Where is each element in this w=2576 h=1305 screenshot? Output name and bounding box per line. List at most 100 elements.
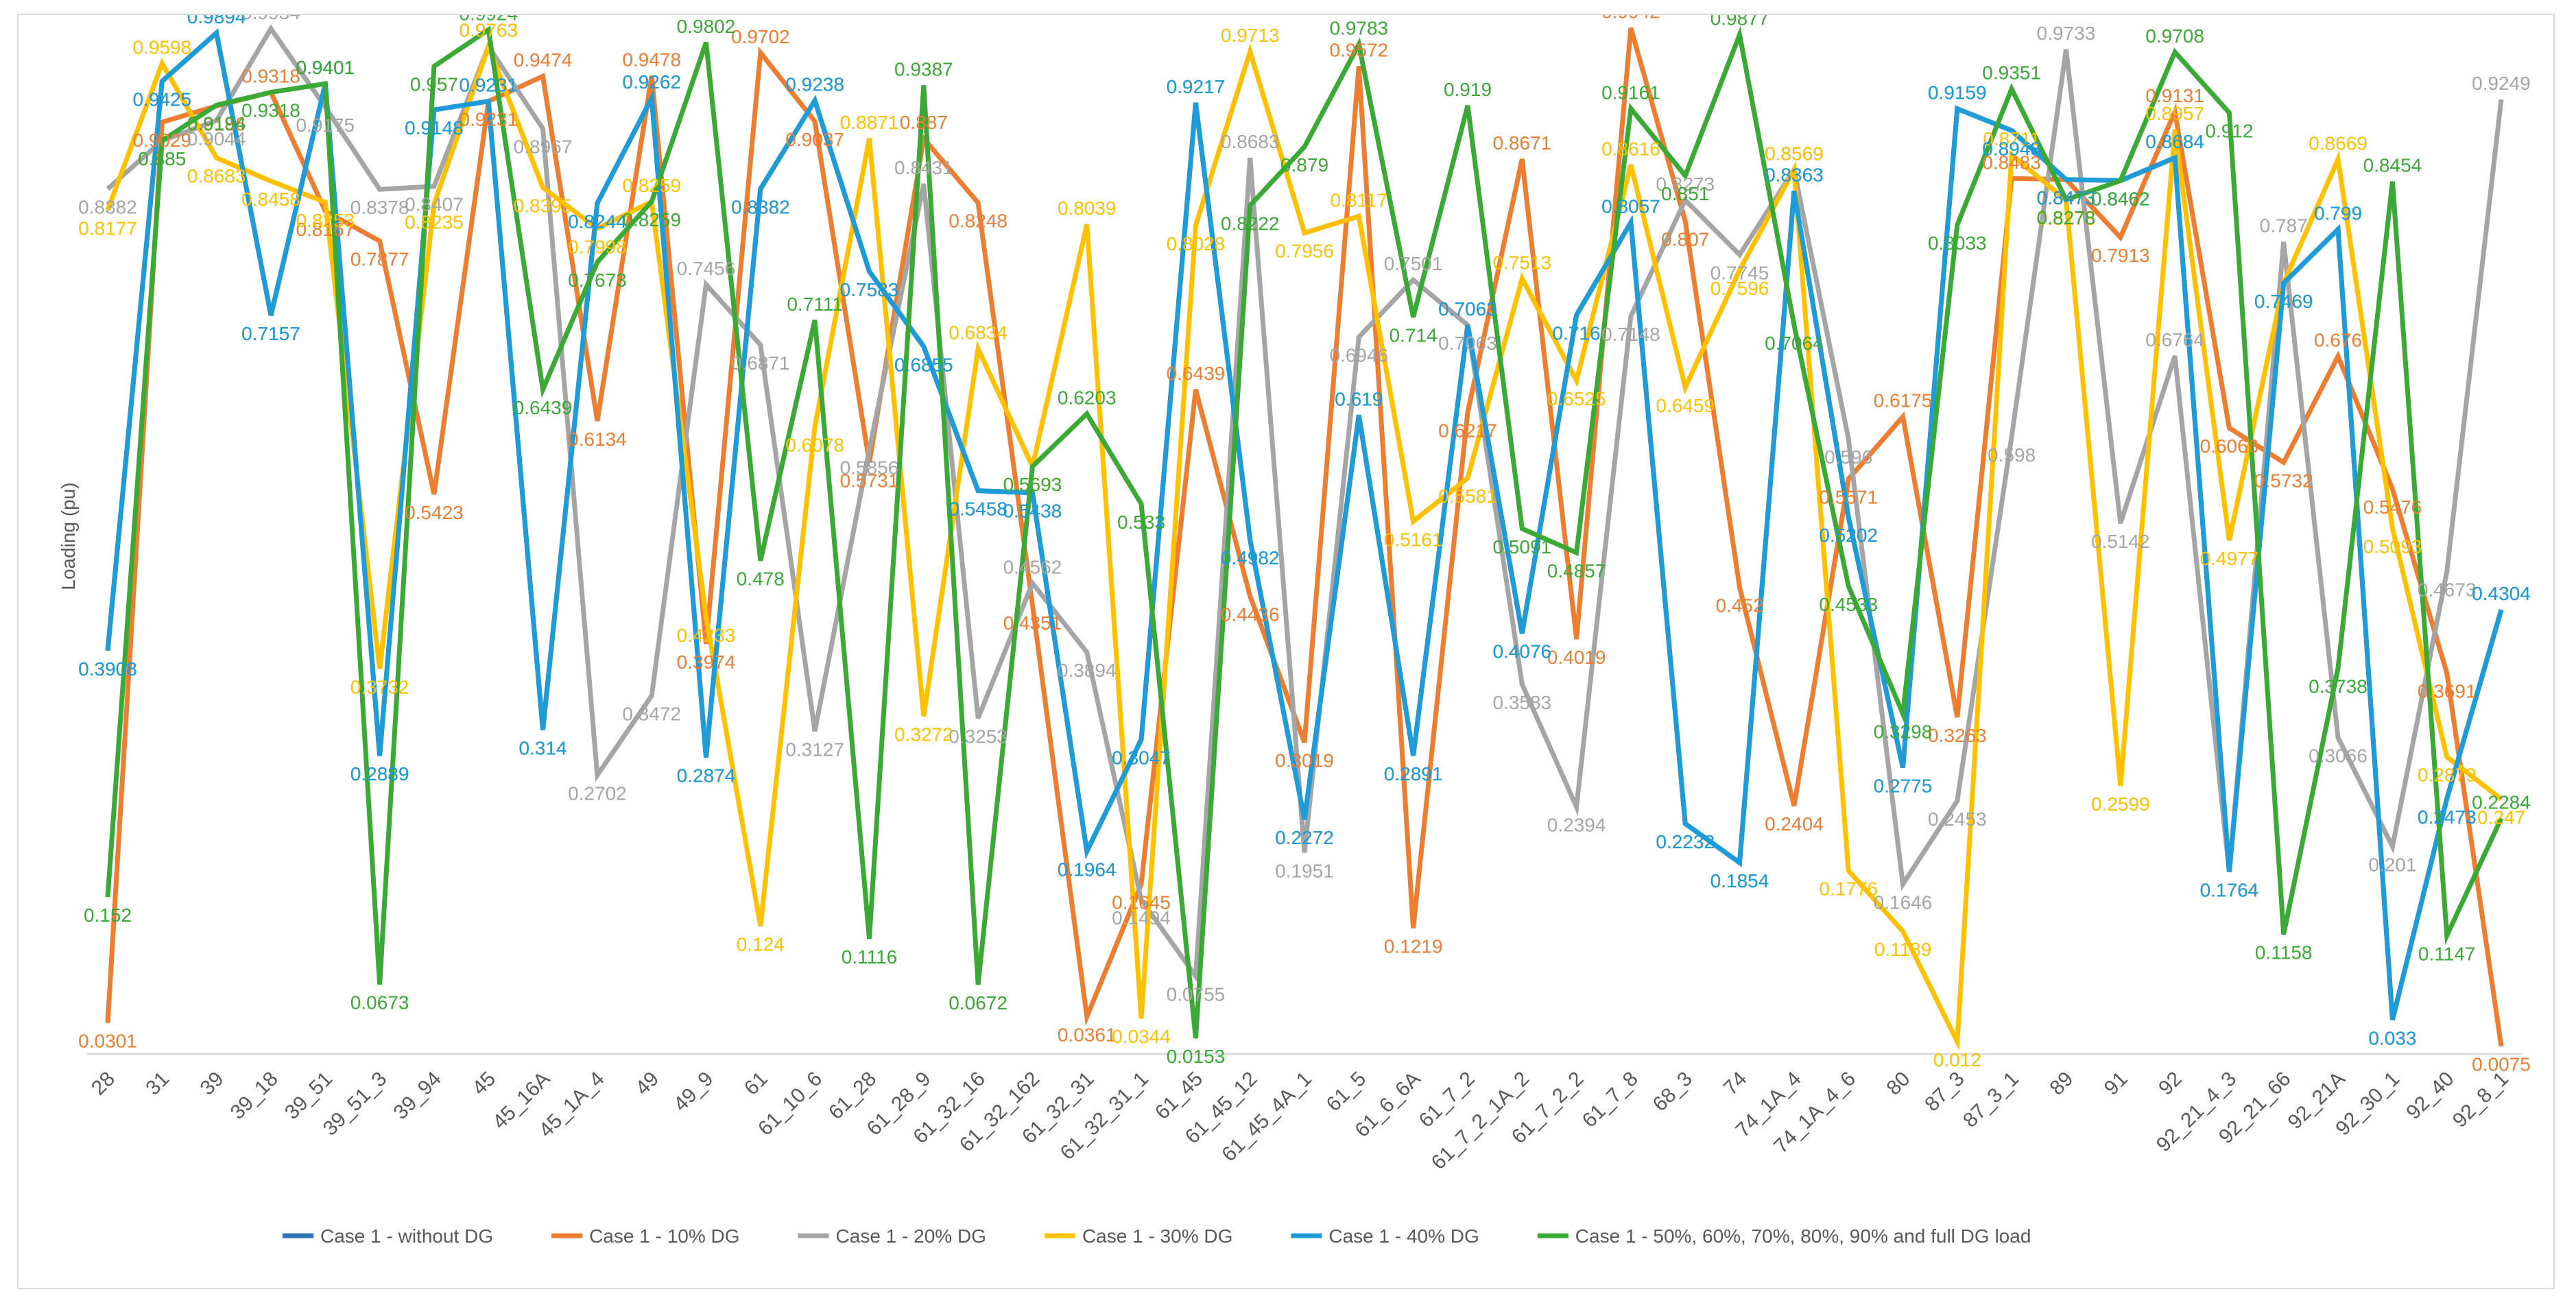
data-label: 0.2775 (1874, 775, 1933, 796)
data-label: 0.1219 (1384, 936, 1443, 957)
data-label: 0.4982 (1221, 547, 1280, 568)
data-label: 0.9131 (2145, 85, 2204, 106)
data-label: 0.8407 (405, 194, 464, 215)
data-label: 0.5731 (840, 470, 899, 492)
data-label: 0.5423 (405, 502, 464, 523)
data-label: 0.9044 (187, 128, 246, 149)
data-label: 0.8967 (514, 136, 573, 158)
data-label: 0.7745 (1710, 262, 1769, 283)
data-label: 0.1951 (1275, 860, 1334, 881)
data-label: 0.3298 (1874, 721, 1933, 743)
data-label: 0.787 (2260, 215, 2308, 237)
data-label: 0.9474 (514, 49, 573, 71)
x-tick-label: 61 (740, 1068, 772, 1100)
data-label: 0.1764 (2200, 880, 2259, 901)
data-label: 0.8458 (241, 189, 300, 210)
data-label: 0.957 (410, 74, 458, 95)
x-tick-label: 68_3 (1649, 1068, 1697, 1116)
legend-label-2: Case 1 - 10% DG (589, 1225, 739, 1247)
x-tick-label: 45 (468, 1068, 500, 1100)
data-label: 0.3908 (78, 658, 137, 680)
data-label: 0.2272 (1275, 827, 1334, 848)
x-tick-label: 28 (87, 1068, 119, 1100)
data-label: 0.912 (2205, 120, 2253, 141)
data-label: 0.7469 (2254, 291, 2313, 312)
data-label: 0.9238 (785, 74, 844, 95)
data-label: 0.8395 (514, 195, 573, 217)
data-label: 0.6525 (1547, 388, 1606, 409)
data-label: 0.9238 (785, 74, 844, 95)
data-label: 0.8948 (1982, 138, 2041, 159)
data-label: 0.7513 (1492, 252, 1551, 273)
x-tick-label: 61_5 (1322, 1068, 1371, 1116)
x-tick-label: 92 (2154, 1068, 2186, 1100)
data-label: 0.3066 (2309, 745, 2368, 767)
data-label: 0.6946 (1329, 345, 1388, 366)
data-label: 0.2874 (677, 765, 736, 787)
data-label: 0.8454 (2363, 155, 2422, 176)
data-label: 0.2891 (1384, 763, 1443, 785)
data-label: 0.2775 (1874, 775, 1933, 796)
data-label: 0.8948 (1982, 138, 2041, 159)
data-label: 0.0672 (949, 992, 1007, 1014)
data-label: 0.6203 (1058, 387, 1117, 408)
data-label: 0.9387 (894, 58, 953, 80)
data-label: 0.7998 (568, 236, 627, 257)
data-label: 0.7583 (840, 279, 899, 300)
data-label: 0.012 (1933, 1049, 1981, 1070)
data-label: 0.8871 (840, 112, 899, 133)
data-label: 0.8253 (296, 210, 355, 231)
data-label: 0.314 (518, 737, 567, 758)
data-label: 0.2473 (2418, 806, 2477, 828)
data-label: 0.0075 (2472, 1054, 2531, 1075)
data-label: 0.6134 (568, 429, 627, 450)
data-label: 0.9161 (1601, 82, 1660, 103)
data-label: 0.9186 (187, 114, 246, 135)
data-label: 0.6855 (894, 354, 953, 375)
data-label: 0.8033 (1928, 232, 1987, 254)
data-label: 0.887 (900, 112, 948, 133)
data-label: 0.5856 (840, 457, 899, 479)
data-label: 0.6459 (1656, 395, 1715, 416)
data-label: 0.4076 (1492, 641, 1551, 662)
data-label: 0.124 (737, 933, 785, 955)
data-label: 0.8057 (1601, 195, 1660, 217)
data-label: 0.9318 (241, 66, 300, 87)
data-label: 0.807 (1661, 229, 1709, 250)
data-label: 0.8671 (1492, 132, 1551, 154)
data-label: 0.5693 (1003, 474, 1062, 495)
data-label: 0.9318 (241, 100, 300, 121)
x-tick-label: 61_7_8 (1578, 1068, 1643, 1132)
data-label: 0.5438 (1003, 501, 1062, 522)
data-label: 0.2232 (1656, 831, 1715, 852)
data-label: 0.4977 (2200, 548, 2259, 569)
data-label: 0.7877 (350, 249, 409, 270)
data-label: 0.9159 (1928, 82, 1987, 104)
data-label: 0.5693 (1003, 474, 1062, 495)
data-label: 0.2404 (1765, 813, 1824, 835)
data-label: 0.8057 (1601, 195, 1660, 217)
series-line-5 (105, 28, 2504, 1021)
data-label: 0.4673 (2418, 579, 2477, 601)
data-label: 0.8378 (350, 197, 409, 218)
legend-label-6: Case 1 - 50%, 60%, 70%, 80%, 90% and ful… (1575, 1225, 2031, 1247)
data-label: 0.8683 (187, 165, 246, 187)
x-tick-label: 92_8_1 (2448, 1068, 2513, 1132)
data-label: 0.714 (1390, 324, 1438, 346)
data-label: 0.9942 (1601, 15, 1660, 23)
data-label: 0.2889 (350, 763, 409, 785)
data-label: 0.1764 (2200, 880, 2259, 901)
data-label: 0.8431 (894, 157, 953, 178)
data-label: 0.879 (1280, 154, 1328, 176)
data-label: 0.9713 (1221, 25, 1280, 46)
data-label: 0.8382 (731, 197, 790, 218)
data-label: 0.8683 (1221, 131, 1280, 152)
data-label: 0.2473 (2418, 806, 2477, 828)
data-label: 0.5142 (2091, 531, 2150, 552)
data-label: 0.201 (2368, 854, 2416, 876)
data-label: 0.2232 (1656, 831, 1715, 852)
data-label: 0.8462 (2091, 189, 2150, 210)
data-label: 0.9425 (132, 89, 191, 110)
data-label: 0.2599 (2091, 793, 2150, 815)
data-label: 0.6175 (1874, 390, 1933, 411)
